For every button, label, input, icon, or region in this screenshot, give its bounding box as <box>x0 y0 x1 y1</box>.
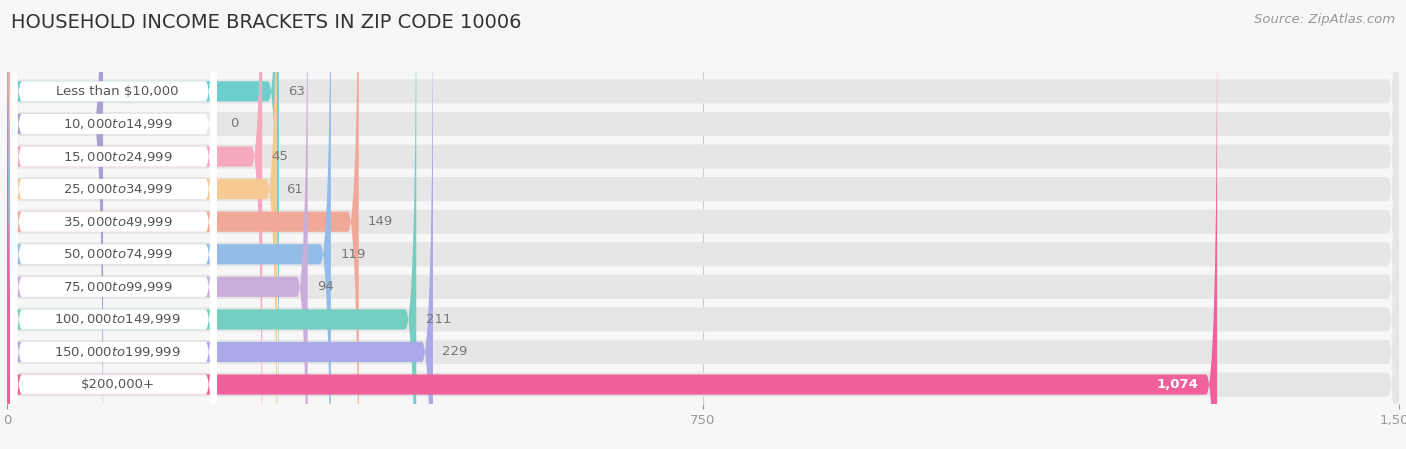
Text: 119: 119 <box>340 248 366 261</box>
FancyBboxPatch shape <box>11 0 217 449</box>
FancyBboxPatch shape <box>7 0 416 449</box>
FancyBboxPatch shape <box>7 0 1399 449</box>
FancyBboxPatch shape <box>7 0 262 449</box>
Text: 1,074: 1,074 <box>1157 378 1198 391</box>
Text: 94: 94 <box>316 280 333 293</box>
FancyBboxPatch shape <box>11 0 217 449</box>
FancyBboxPatch shape <box>11 0 217 449</box>
FancyBboxPatch shape <box>7 0 1399 449</box>
FancyBboxPatch shape <box>7 0 1399 449</box>
FancyBboxPatch shape <box>7 0 277 449</box>
FancyBboxPatch shape <box>7 0 1399 449</box>
FancyBboxPatch shape <box>11 0 217 449</box>
FancyBboxPatch shape <box>7 0 308 449</box>
FancyBboxPatch shape <box>7 0 1399 449</box>
Text: Source: ZipAtlas.com: Source: ZipAtlas.com <box>1254 13 1395 26</box>
Text: $15,000 to $24,999: $15,000 to $24,999 <box>63 150 173 163</box>
FancyBboxPatch shape <box>7 0 103 449</box>
Text: 211: 211 <box>426 313 451 326</box>
FancyBboxPatch shape <box>7 0 433 449</box>
Text: 63: 63 <box>288 85 305 98</box>
FancyBboxPatch shape <box>11 0 217 449</box>
FancyBboxPatch shape <box>11 4 217 449</box>
FancyBboxPatch shape <box>7 0 330 449</box>
FancyBboxPatch shape <box>7 0 1399 449</box>
Text: $100,000 to $149,999: $100,000 to $149,999 <box>55 313 181 326</box>
Text: 45: 45 <box>271 150 288 163</box>
Text: $35,000 to $49,999: $35,000 to $49,999 <box>63 215 173 229</box>
FancyBboxPatch shape <box>7 0 1399 449</box>
Text: $75,000 to $99,999: $75,000 to $99,999 <box>63 280 173 294</box>
FancyBboxPatch shape <box>7 6 1399 449</box>
FancyBboxPatch shape <box>11 0 217 449</box>
FancyBboxPatch shape <box>7 0 278 449</box>
Text: Less than $10,000: Less than $10,000 <box>56 85 179 98</box>
FancyBboxPatch shape <box>11 0 217 449</box>
Text: HOUSEHOLD INCOME BRACKETS IN ZIP CODE 10006: HOUSEHOLD INCOME BRACKETS IN ZIP CODE 10… <box>11 13 522 32</box>
Text: 149: 149 <box>368 215 394 228</box>
FancyBboxPatch shape <box>11 0 217 449</box>
FancyBboxPatch shape <box>7 0 1399 449</box>
Text: $150,000 to $199,999: $150,000 to $199,999 <box>55 345 181 359</box>
Text: $10,000 to $14,999: $10,000 to $14,999 <box>63 117 173 131</box>
FancyBboxPatch shape <box>7 0 359 449</box>
Text: $50,000 to $74,999: $50,000 to $74,999 <box>63 247 173 261</box>
Text: $25,000 to $34,999: $25,000 to $34,999 <box>63 182 173 196</box>
FancyBboxPatch shape <box>11 0 217 449</box>
FancyBboxPatch shape <box>7 4 1218 449</box>
Text: $200,000+: $200,000+ <box>80 378 155 391</box>
Text: 61: 61 <box>287 183 304 196</box>
Text: 229: 229 <box>443 345 468 358</box>
FancyBboxPatch shape <box>7 0 1399 449</box>
Text: 0: 0 <box>229 118 238 131</box>
